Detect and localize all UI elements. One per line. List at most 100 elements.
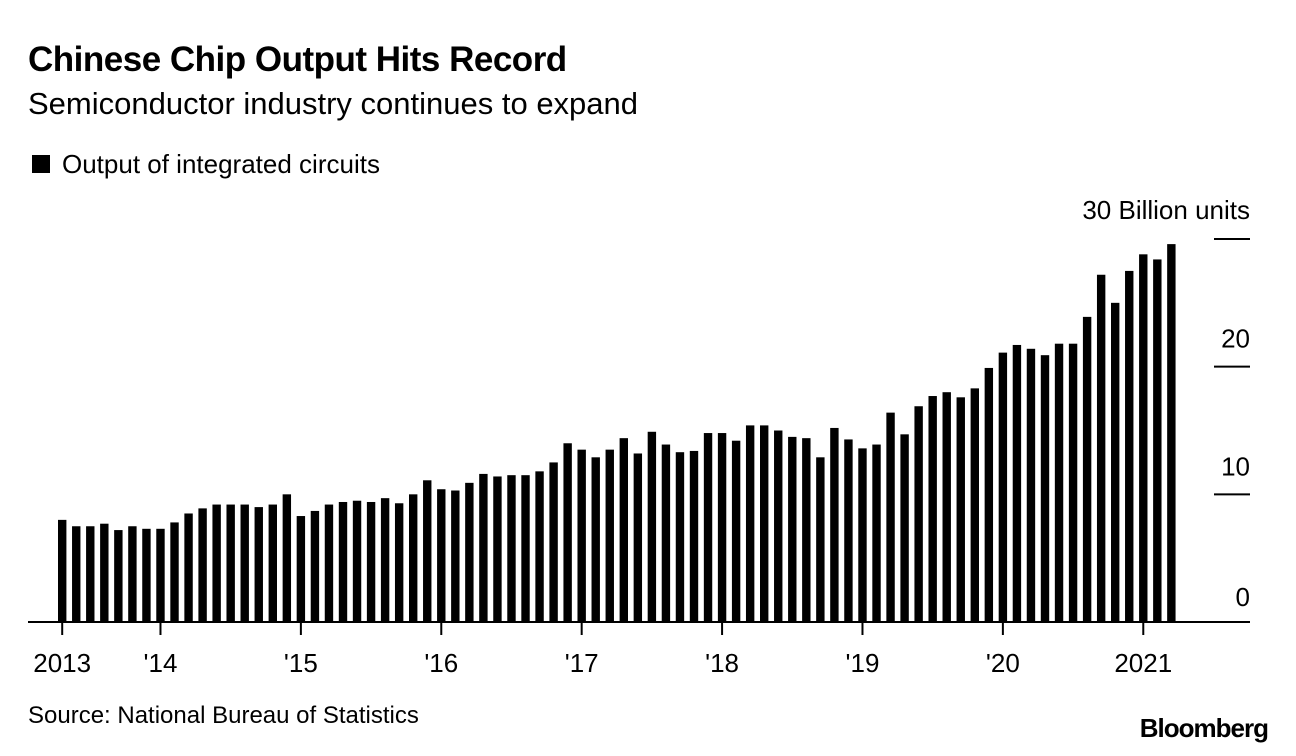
bar xyxy=(380,498,390,622)
bar xyxy=(689,450,699,622)
bar xyxy=(507,475,516,622)
bar xyxy=(479,473,488,622)
bar xyxy=(310,510,320,622)
bar xyxy=(437,489,446,622)
bar xyxy=(1111,302,1120,622)
bar xyxy=(619,438,628,622)
bar xyxy=(1082,316,1092,622)
x-axis: 2013 '14 '15 '16 '17 '18 '19 '20 2021 xyxy=(28,621,1250,678)
bar xyxy=(128,526,137,622)
bar xyxy=(703,433,713,622)
bar xyxy=(100,523,109,622)
bar xyxy=(1096,274,1106,622)
bar xyxy=(661,444,671,622)
bar xyxy=(605,449,614,622)
y-axis: 0 10 20 xyxy=(1214,238,1250,612)
bar xyxy=(675,452,685,622)
bar xyxy=(394,503,404,622)
bar xyxy=(493,476,502,622)
bar xyxy=(928,396,937,622)
bar xyxy=(521,475,530,622)
bar xyxy=(86,526,95,622)
bar xyxy=(72,526,81,622)
bar xyxy=(816,457,825,622)
bar xyxy=(268,504,277,622)
bar xyxy=(830,427,839,622)
bloomberg-logo: Bloomberg xyxy=(1139,713,1269,743)
bar xyxy=(423,480,432,622)
bar xyxy=(226,504,235,622)
x-tick-label: '18 xyxy=(705,648,739,678)
bar xyxy=(788,436,797,622)
y-axis-unit-label: 30 Billion units xyxy=(1082,195,1250,225)
bar xyxy=(409,494,418,622)
bar xyxy=(366,501,376,622)
bar xyxy=(240,504,249,622)
x-tick-label: '17 xyxy=(565,648,599,678)
bar xyxy=(184,513,193,622)
bar xyxy=(563,443,572,622)
y-tick-label: 10 xyxy=(1221,451,1250,481)
bar xyxy=(142,528,151,622)
y-tick-label: 0 xyxy=(1236,582,1250,612)
bar xyxy=(633,453,643,622)
legend: Output of integrated circuits xyxy=(32,146,380,182)
bar xyxy=(858,448,867,622)
bar xyxy=(998,352,1008,622)
chart-title: Chinese Chip Output Hits Record xyxy=(28,40,567,79)
bar xyxy=(1054,343,1064,622)
bar xyxy=(198,508,207,622)
bar xyxy=(549,462,558,622)
bar xyxy=(1139,254,1148,622)
x-tick-label: '20 xyxy=(986,648,1020,678)
bar xyxy=(1167,244,1176,623)
source-note: Source: National Bureau of Statistics xyxy=(28,702,419,729)
bar xyxy=(324,504,334,622)
x-tick-label: '16 xyxy=(424,648,458,678)
bar xyxy=(591,457,600,622)
bar xyxy=(774,430,783,622)
bar xyxy=(1026,348,1036,622)
legend-label: Output of integrated circuits xyxy=(62,148,380,179)
bar xyxy=(1012,344,1022,622)
legend-swatch xyxy=(32,155,50,173)
bar xyxy=(760,425,769,622)
bar xyxy=(1153,259,1162,622)
bar xyxy=(352,500,362,622)
bar xyxy=(254,507,263,622)
bar xyxy=(114,530,123,622)
bar xyxy=(58,519,67,622)
bar xyxy=(872,444,881,622)
bar xyxy=(731,440,741,622)
bar xyxy=(282,494,292,622)
bar xyxy=(886,412,895,622)
bar xyxy=(156,528,165,622)
bar xyxy=(984,367,994,622)
bar xyxy=(535,471,544,622)
bar xyxy=(1068,343,1078,622)
bar xyxy=(844,439,853,622)
bar xyxy=(212,504,221,622)
bar xyxy=(942,392,951,622)
bar xyxy=(1125,270,1134,622)
x-tick-label: 2021 xyxy=(1114,648,1172,678)
x-tick-label: '14 xyxy=(144,648,178,678)
bar xyxy=(900,434,909,622)
bar xyxy=(465,482,474,622)
bar xyxy=(647,431,657,622)
bar xyxy=(970,388,979,622)
bar xyxy=(170,522,179,622)
bar xyxy=(451,490,460,622)
bar xyxy=(296,516,306,622)
bar xyxy=(577,449,586,622)
x-tick-label: '15 xyxy=(284,648,318,678)
bar xyxy=(745,425,755,622)
chart-subtitle: Semiconductor industry continues to expa… xyxy=(28,86,639,121)
bar xyxy=(717,433,727,622)
bar xyxy=(956,397,965,622)
bar xyxy=(338,501,348,622)
x-tick-label: '19 xyxy=(846,648,880,678)
bar xyxy=(802,438,811,622)
bar xyxy=(914,406,923,622)
